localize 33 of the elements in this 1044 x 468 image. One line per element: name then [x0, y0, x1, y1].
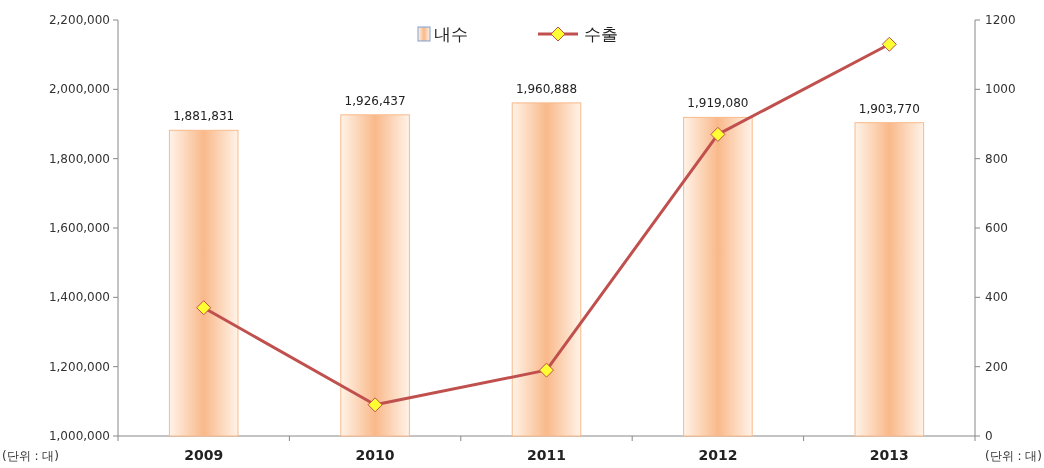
x-tick-label: 2011 [527, 447, 566, 463]
y-tick-label: 1,200,000 [48, 359, 110, 374]
point [710, 126, 726, 142]
data-label: 1,903,770 [858, 101, 920, 116]
x-tick-label: 2012 [698, 447, 738, 463]
y2-tick-label: 1200 [985, 13, 1016, 27]
x-tick-label: 2010 [355, 447, 395, 463]
data-label: 1,960,888 [515, 81, 578, 96]
point [196, 300, 212, 316]
text: (단위 : 대) [2, 449, 60, 463]
point [881, 36, 897, 52]
y2-tick-label: 400 [985, 290, 1008, 305]
y-tick-label: 1,000,000 [48, 429, 110, 443]
x-tick-label: 2009 [184, 447, 224, 463]
y2-tick-label: 800 [985, 151, 1008, 166]
data-label: 1,926,437 [344, 93, 406, 108]
y2-tick-label: 200 [985, 359, 1008, 374]
x-tick-label: 2013 [869, 447, 909, 463]
point [539, 362, 554, 378]
legend-label: 수출 [584, 24, 618, 44]
data-label: 1,919,080 [687, 96, 749, 111]
y-tick-label: 1,600,000 [48, 221, 110, 235]
y-tick-label: 1,400,000 [48, 290, 110, 305]
point [367, 397, 383, 413]
y-tick-label: 2,000,000 [48, 82, 110, 97]
legend-label: 내수 [434, 24, 468, 44]
text: (단위 : 대) [984, 449, 1042, 463]
y-tick-label: 2,200,000 [48, 13, 110, 27]
y2-tick-label: 0 [985, 429, 993, 443]
y-tick-label: 1,800,000 [48, 151, 110, 166]
data-label: 1,881,831 [173, 109, 235, 124]
y2-tick-label: 600 [985, 221, 1008, 235]
y2-tick-label: 1000 [985, 82, 1016, 97]
